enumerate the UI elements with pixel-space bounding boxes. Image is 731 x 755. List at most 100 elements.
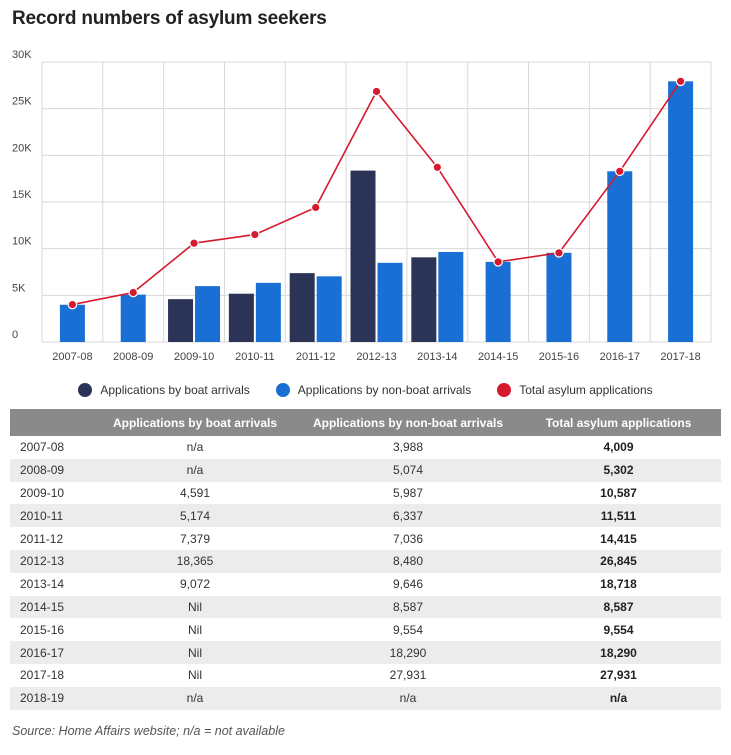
bar-nonboat bbox=[546, 252, 572, 342]
table-cell-nonboat: 5,074 bbox=[300, 458, 516, 482]
table-row: 2009-10 4,591 5,987 10,587 bbox=[10, 482, 721, 505]
table-row: 2012-13 18,365 8,480 26,845 bbox=[10, 549, 721, 573]
table-cell-nonboat: 6,337 bbox=[300, 504, 516, 528]
chart-title: Record numbers of asylum seekers bbox=[12, 8, 327, 29]
y-tick-label: 15K bbox=[12, 189, 32, 201]
source-note: Source: Home Affairs website; n/a = not … bbox=[12, 724, 285, 738]
y-tick-label: 30K bbox=[12, 49, 32, 61]
table-cell-year: 2009-10 bbox=[20, 485, 65, 500]
table-body: 2007-08 n/a 3,988 4,009 2008-09 n/a 5,074 5,302… bbox=[10, 436, 721, 710]
table-cell-boat: n/a bbox=[90, 686, 300, 710]
legend-label-nonboat: Applications by non-boat arrivals bbox=[297, 383, 472, 397]
legend-item-boat[interactable]: Applications by boat arrivals bbox=[78, 383, 250, 397]
table-cell-total: 26,845 bbox=[516, 549, 721, 573]
x-tick-label: 2008-09 bbox=[113, 351, 153, 363]
y-tick-label: 10K bbox=[12, 236, 32, 248]
table-cell-total: n/a bbox=[516, 686, 721, 710]
table-cell-year: 2016-17 bbox=[10, 641, 90, 664]
table-cell-year: 2007-08 bbox=[20, 440, 65, 455]
legend-swatch-nonboat bbox=[275, 383, 290, 397]
bar-boat bbox=[411, 257, 437, 342]
table-cell-year: 2018-19 bbox=[10, 686, 90, 710]
table-cell-boat: 4,591 bbox=[179, 485, 211, 500]
table-cell-year: 2012-13 bbox=[10, 549, 90, 573]
table-cell-nonboat: 3,988 bbox=[392, 440, 424, 455]
table-header-row: Applications by boat arrivals Applicatio… bbox=[10, 409, 721, 436]
x-tick-label: 2017-18 bbox=[660, 351, 700, 363]
table-cell-nonboat: n/a bbox=[300, 686, 516, 710]
bar-nonboat bbox=[438, 251, 464, 342]
table-cell-boat: n/a bbox=[90, 458, 300, 482]
point-total bbox=[189, 238, 199, 248]
table-cell-total: 10,587 bbox=[600, 485, 637, 500]
table-row: 2016-17 Nil 18,290 18,290 bbox=[10, 641, 721, 664]
table-cell-total: 14,415 bbox=[600, 531, 637, 546]
table-header-total: Total asylum applications bbox=[516, 409, 721, 436]
table-cell-boat: 18,365 bbox=[90, 549, 300, 573]
point-total bbox=[128, 287, 139, 298]
bar-nonboat bbox=[485, 261, 511, 342]
table-row: 2014-15 Nil 8,587 8,587 bbox=[10, 595, 721, 619]
point-total bbox=[250, 229, 260, 240]
x-tick-label: 2013-14 bbox=[417, 351, 457, 363]
table-cell-nonboat: 27,931 bbox=[389, 668, 427, 683]
table-cell-total: 8,587 bbox=[516, 595, 721, 619]
x-tick-label: 2015-16 bbox=[539, 351, 579, 363]
y-tick-label: 5K bbox=[12, 282, 26, 294]
point-total bbox=[554, 248, 564, 258]
table-cell-year: 2008-09 bbox=[10, 458, 90, 482]
table-cell-year: 2017-18 bbox=[20, 668, 65, 683]
table-row: 2015-16 Nil 9,554 9,554 bbox=[10, 618, 721, 641]
legend-label-boat: Applications by boat arrivals bbox=[100, 383, 250, 397]
table-cell-nonboat: 9,646 bbox=[392, 577, 424, 592]
bar-boat bbox=[289, 273, 315, 342]
bar-nonboat bbox=[607, 171, 633, 342]
table-cell-boat: Nil bbox=[90, 595, 300, 619]
table-cell-boat: 9,072 bbox=[179, 577, 211, 592]
point-total bbox=[614, 166, 625, 177]
legend-label-total: Total asylum applications bbox=[519, 383, 653, 397]
table-cell-total: 27,931 bbox=[600, 668, 637, 683]
table-cell-nonboat: 9,554 bbox=[392, 622, 424, 637]
table-cell-total: 18,718 bbox=[600, 577, 637, 592]
table-row: 2018-19 n/a n/a n/a bbox=[10, 686, 721, 710]
bar-boat bbox=[168, 299, 194, 342]
table-row: 2007-08 n/a 3,988 4,009 bbox=[10, 436, 721, 459]
bar-nonboat bbox=[120, 294, 146, 342]
x-tick-label: 2009-10 bbox=[174, 351, 214, 363]
table-cell-nonboat: 7,036 bbox=[392, 531, 424, 546]
legend-item-total[interactable]: Total asylum applications bbox=[497, 383, 653, 397]
table-cell-nonboat: 8,587 bbox=[300, 595, 516, 619]
bar-boat bbox=[228, 293, 254, 342]
bar-nonboat bbox=[255, 282, 281, 342]
legend-swatch-total bbox=[497, 383, 512, 397]
bar-nonboat bbox=[195, 286, 221, 342]
bar-nonboat bbox=[316, 276, 342, 342]
table-cell-boat: n/a bbox=[186, 440, 204, 455]
table-cell-total: 18,290 bbox=[516, 641, 721, 664]
table-cell-year: 2010-11 bbox=[10, 504, 90, 528]
table-cell-total: 5,302 bbox=[516, 458, 721, 482]
table-cell-total: 9,554 bbox=[603, 622, 634, 637]
legend-swatch-boat bbox=[78, 383, 93, 397]
bar-nonboat bbox=[377, 262, 403, 342]
point-total bbox=[493, 257, 503, 267]
table-cell-boat: Nil bbox=[90, 641, 300, 664]
table-cell-boat: Nil bbox=[188, 622, 202, 637]
table-cell-nonboat: 5,987 bbox=[392, 485, 424, 500]
y-tick-label: 25K bbox=[12, 96, 32, 108]
table-cell-year: 2014-15 bbox=[10, 595, 90, 619]
bar-nonboat bbox=[59, 304, 85, 342]
bar-nonboat bbox=[668, 81, 694, 342]
table-header-year bbox=[10, 409, 90, 436]
table-cell-total: 4,009 bbox=[603, 440, 634, 455]
point-total bbox=[371, 86, 382, 97]
bar-boat bbox=[350, 170, 376, 342]
table-row: 2017-18 Nil 27,931 27,931 bbox=[10, 664, 721, 687]
legend-item-nonboat[interactable]: Applications by non-boat arrivals bbox=[275, 383, 472, 397]
point-total bbox=[675, 76, 686, 87]
table-row: 2010-11 5,174 6,337 11,511 bbox=[10, 504, 721, 528]
table-cell-total: 11,511 bbox=[516, 504, 721, 528]
table-row: 2011-12 7,379 7,036 14,415 bbox=[10, 527, 721, 550]
x-tick-label: 2011-12 bbox=[296, 351, 336, 363]
